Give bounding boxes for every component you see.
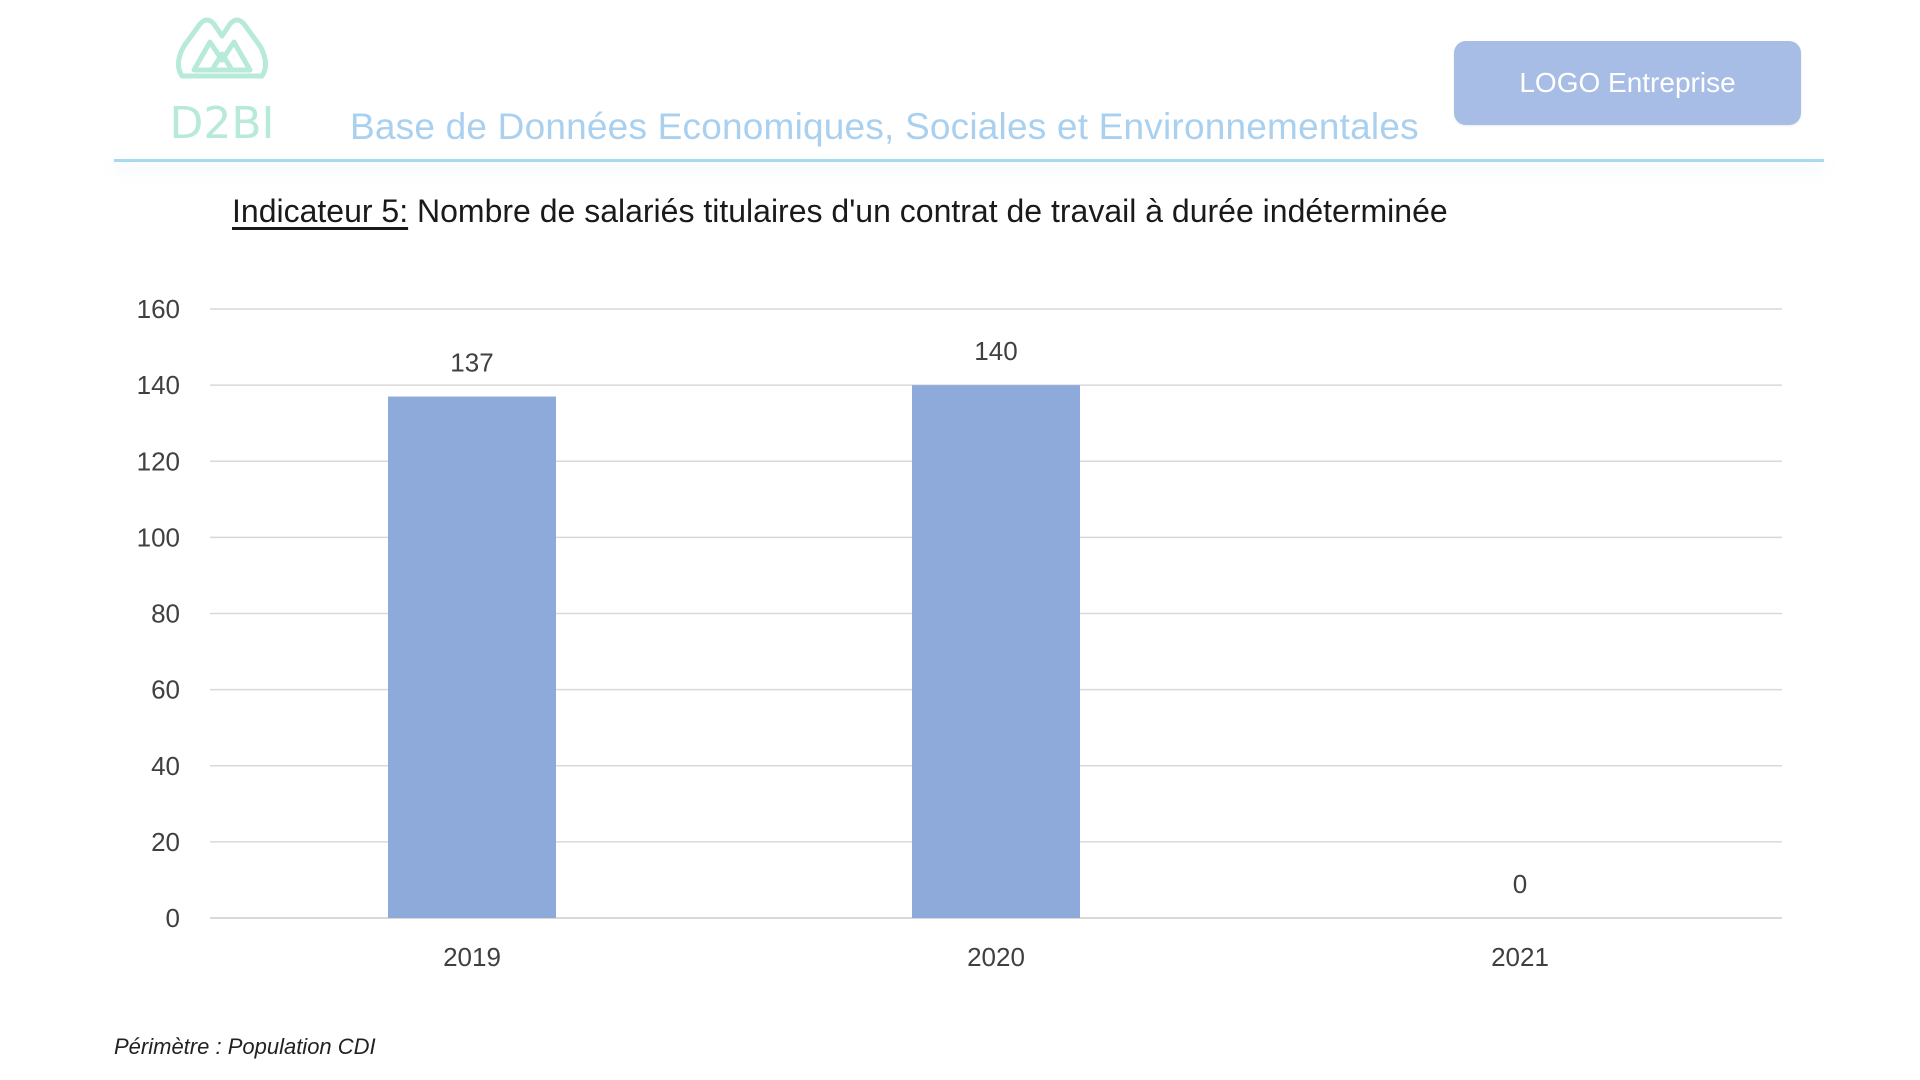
d2bi-logo-icon: D2BI (169, 17, 275, 149)
bar (388, 396, 556, 918)
y-tick-label: 40 (151, 751, 180, 781)
footnote-scope: Périmètre : Population CDI (114, 1034, 376, 1059)
header-divider (114, 159, 1824, 162)
x-tick-label: 2021 (1491, 942, 1549, 972)
y-tick-label: 120 (137, 446, 180, 476)
indicator-title: Indicateur 5: Nombre de salariés titulai… (232, 193, 1448, 230)
y-tick-label: 0 (166, 903, 180, 933)
y-tick-label: 60 (151, 675, 180, 705)
indicator-label: Indicateur 5: (232, 193, 409, 229)
company-logo-placeholder: LOGO Entreprise (1454, 41, 1801, 125)
indicator-text: Nombre de salariés titulaires d'un contr… (417, 193, 1448, 229)
header: D2BI Base de Données Economiques, Social… (0, 0, 1920, 165)
y-tick-label: 80 (151, 599, 180, 629)
x-tick-label: 2019 (443, 942, 501, 972)
d2bi-logo: D2BI (169, 14, 275, 149)
x-tick-label: 2020 (967, 942, 1025, 972)
data-label: 137 (450, 348, 493, 378)
brand-text: D2BI (172, 98, 272, 144)
y-tick-label: 100 (137, 522, 180, 552)
y-tick-label: 20 (151, 827, 180, 857)
y-tick-label: 140 (137, 370, 180, 400)
data-label: 140 (974, 336, 1017, 366)
y-tick-label: 160 (137, 294, 180, 324)
report-subtitle: Base de Données Economiques, Sociales et… (350, 106, 1419, 147)
data-label: 0 (1513, 869, 1527, 899)
bar (912, 385, 1080, 918)
